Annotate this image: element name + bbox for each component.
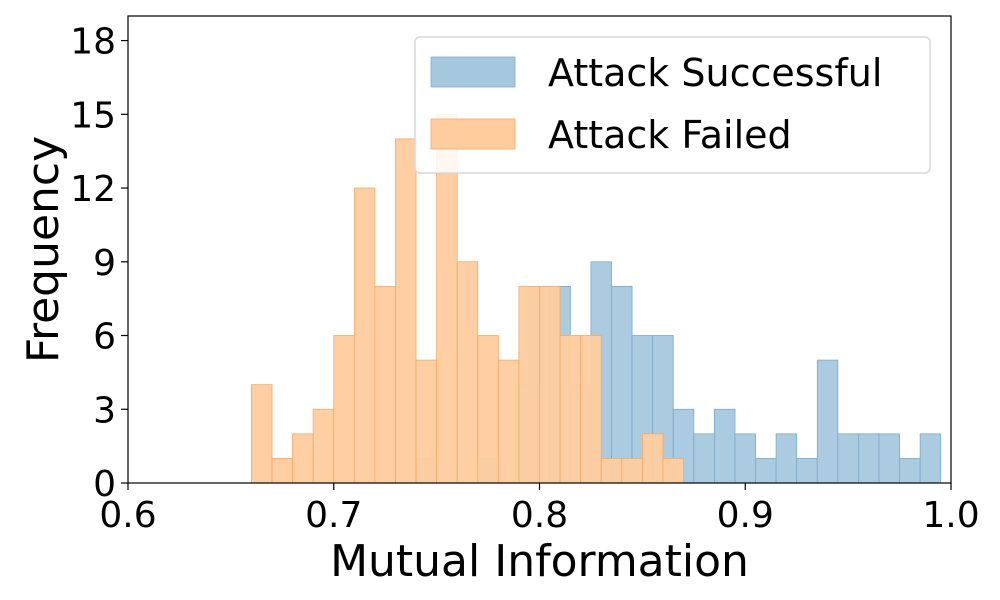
bar-attack-successful-15 [775,433,798,484]
y-tick-label-4: 12 [70,169,116,210]
y-tick-label-0: 0 [93,464,116,505]
bar-attack-successful-16 [796,458,818,484]
bar-attack-successful-18 [837,433,859,484]
x-axis-ticks: 0.6 0.7 0.8 0.9 1.0 [99,483,980,536]
x-tick-label-3: 0.9 [717,495,774,536]
bar-attack-successful-13 [734,433,756,484]
bar-attack-failed-4 [333,335,355,484]
bar-attack-failed-11 [477,335,499,484]
bar-attack-successful-14 [755,458,777,484]
bar-attack-failed-18 [621,458,643,484]
bar-attack-failed-12 [497,359,520,484]
x-tick-label-2: 0.8 [511,495,568,536]
bar-attack-failed-5 [353,187,376,484]
legend-label-attack-failed: Attack Failed [548,113,792,157]
bar-attack-failed-15 [559,335,582,484]
legend-swatch-attack-failed [430,118,516,150]
y-axis-label: Frequency [18,136,69,363]
legend: Attack Successful Attack Failed [414,36,931,174]
series-attack-failed-bars [251,113,684,484]
y-tick-label-6: 18 [70,22,116,63]
bar-attack-failed-10 [456,261,479,484]
bar-attack-failed-8 [415,359,438,484]
bar-attack-failed-20 [662,458,684,484]
y-tick-label-3: 9 [93,243,116,284]
y-tick-label-2: 6 [93,317,116,358]
bar-attack-successful-11 [693,433,715,484]
bar-attack-failed-0 [251,384,273,484]
bar-attack-failed-17 [600,458,623,484]
legend-frame [414,36,931,174]
bar-attack-successful-21 [899,458,921,484]
x-tick-label-4: 1.0 [922,495,979,536]
bar-attack-failed-19 [641,433,664,484]
x-tick-label-0: 0.6 [99,495,156,536]
bar-attack-successful-19 [858,433,880,484]
y-tick-label-5: 15 [70,95,116,136]
bar-attack-successful-7 [611,285,633,484]
y-axis-ticks: 0 3 6 9 12 15 18 [70,22,128,505]
bar-attack-successful-20 [878,433,900,484]
legend-swatch-attack-successful [430,56,516,88]
bar-attack-failed-14 [539,285,561,484]
bar-attack-successful-12 [713,408,736,484]
bar-attack-failed-13 [518,285,540,484]
legend-label-attack-successful: Attack Successful [548,51,882,95]
bar-attack-failed-3 [312,408,335,484]
bar-attack-failed-2 [292,433,314,484]
x-axis-label: Mutual Information [330,536,749,587]
bar-attack-failed-7 [395,138,417,484]
bar-attack-failed-6 [374,285,396,484]
x-tick-label-1: 0.7 [305,495,362,536]
y-tick-label-1: 3 [93,390,116,431]
bar-attack-failed-1 [271,458,294,484]
bar-attack-successful-22 [919,433,942,484]
bar-attack-failed-16 [580,335,602,484]
bar-attack-successful-17 [816,359,839,484]
